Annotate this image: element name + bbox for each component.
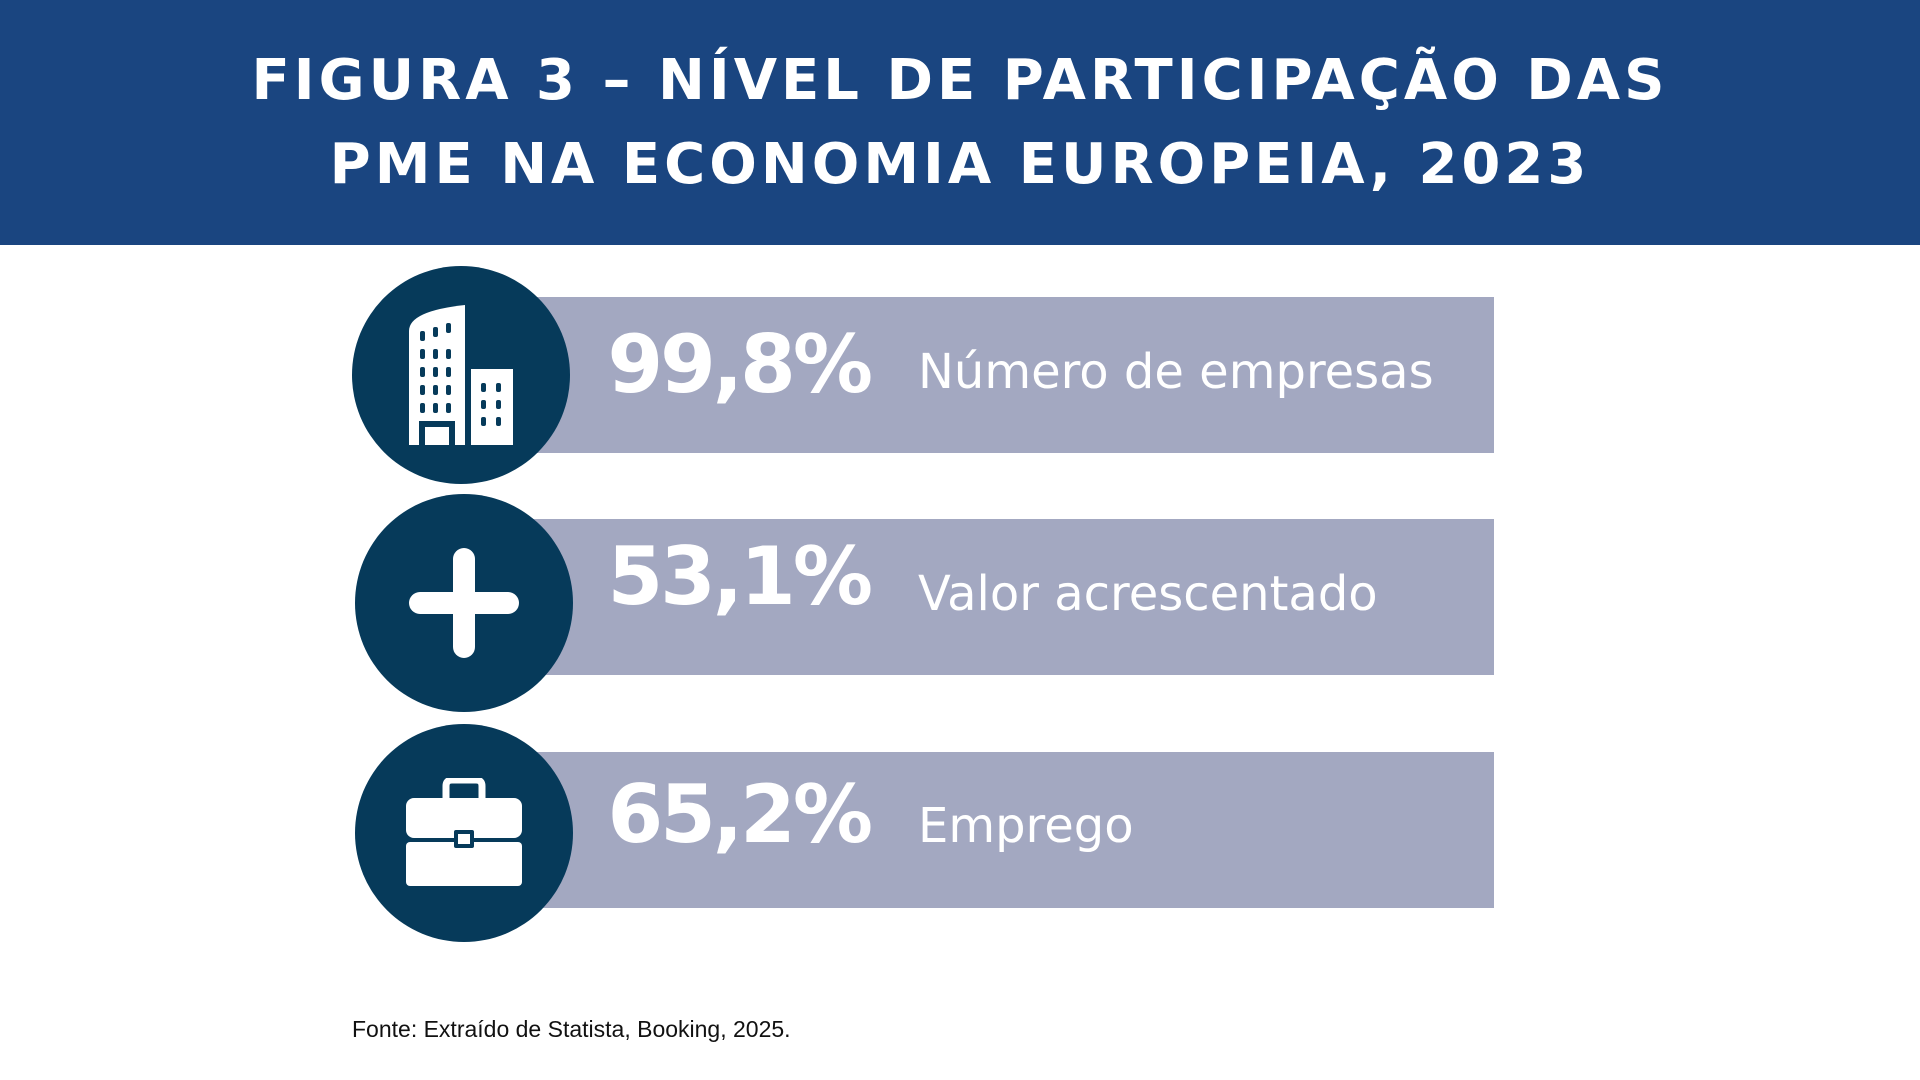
stat-bar bbox=[520, 297, 1494, 453]
chart-header: FIGURA 3 – NÍVEL DE PARTICIPAÇÃO DAS PME… bbox=[0, 0, 1920, 245]
stat-bar bbox=[520, 752, 1494, 908]
chart-title-line-1: FIGURA 3 – NÍVEL DE PARTICIPAÇÃO DAS bbox=[251, 47, 1669, 113]
source-note: Fonte: Extraído de Statista, Booking, 20… bbox=[352, 1016, 791, 1042]
stat-icon-circle bbox=[355, 494, 573, 712]
stat-row-valor: 53,1% Valor acrescentado bbox=[0, 494, 1920, 714]
stat-bar bbox=[520, 519, 1494, 675]
stat-row-emprego: 65,2% Emprego bbox=[0, 724, 1920, 944]
plus-icon bbox=[409, 548, 519, 658]
stat-value: 53,1% bbox=[607, 530, 873, 623]
stat-label: Número de empresas bbox=[918, 344, 1434, 400]
stat-value: 65,2% bbox=[607, 768, 873, 861]
briefcase-icon bbox=[406, 778, 522, 886]
stat-row-empresas: 99,8% Número de empresas bbox=[0, 266, 1920, 486]
stat-label: Emprego bbox=[918, 798, 1134, 854]
stat-icon-circle bbox=[352, 266, 570, 484]
buildings-icon bbox=[409, 305, 513, 445]
stat-icon-circle bbox=[355, 724, 573, 942]
stat-label: Valor acrescentado bbox=[918, 566, 1378, 622]
chart-title-line-2: PME NA ECONOMIA EUROPEIA, 2023 bbox=[329, 131, 1591, 197]
stat-value: 99,8% bbox=[607, 318, 873, 411]
